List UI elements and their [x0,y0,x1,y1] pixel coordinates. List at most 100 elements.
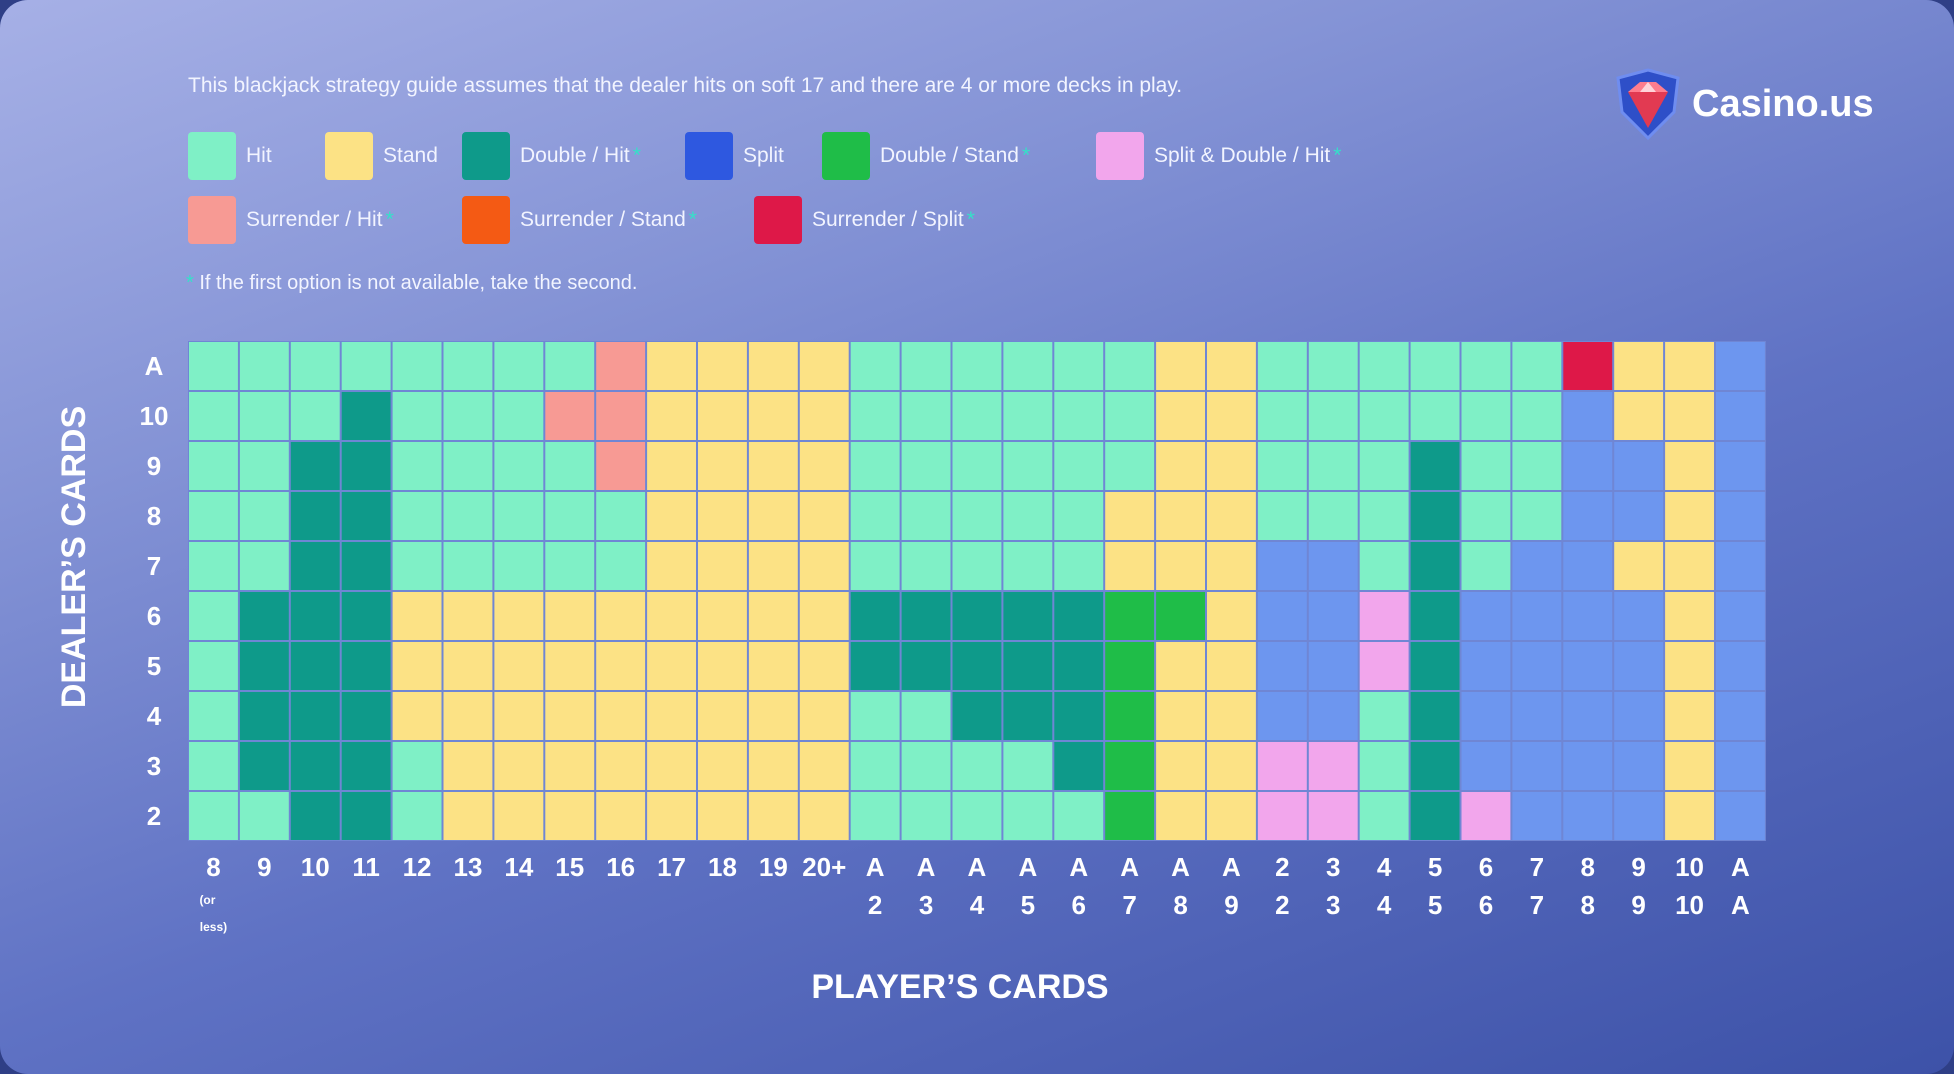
heatmap-cell [1105,342,1155,390]
heatmap-cell [239,442,289,490]
x-tick-label: A [1120,852,1139,882]
heatmap-cell [1410,592,1460,640]
heatmap-cell [189,392,238,440]
x-tick-label: 6 [1072,890,1086,920]
heatmap-cell [1512,642,1562,690]
heatmap-cell [392,492,442,540]
heatmap-cell [1054,692,1104,740]
heatmap-cell [494,742,544,790]
heatmap-cell [1563,792,1613,840]
heatmap-cell [1614,392,1664,440]
heatmap-cell [1207,742,1256,790]
legend-label-split-double-hit: Split & Double / Hit * [1154,144,1342,167]
heatmap-cell [239,692,289,740]
heatmap-cell [1665,592,1714,640]
heatmap-cell [952,392,1002,440]
heatmap-cell [1207,592,1256,640]
heatmap-cell [545,642,595,690]
heatmap-cell [850,392,900,440]
heatmap-cell [239,492,289,540]
heatmap-cell [1308,542,1358,590]
heatmap-cell [189,442,238,490]
heatmap-cell [596,592,646,640]
heatmap-cell [748,442,798,490]
heatmap-cell [850,692,900,740]
legend-item-split-double-hit: Split & Double / Hit * [1096,131,1341,181]
heatmap-cell [1461,542,1511,590]
heatmap-cell [1563,492,1613,540]
x-tick-label: 2 [868,890,882,920]
heatmap-cell [1003,792,1053,840]
heatmap-cell [1410,342,1460,390]
heatmap-cell [1308,492,1358,540]
heatmap-cell [850,592,900,640]
legend-item-hit: Hit [188,131,272,181]
heatmap-cell [1512,742,1562,790]
heatmap-cell [1207,442,1256,490]
legend-swatch-split [685,132,733,180]
heatmap-cell [647,792,696,840]
x-tick-label: 4 [1377,890,1392,920]
heatmap-cell [647,692,696,740]
x-tick-label: A [1731,890,1750,920]
x-tick-label: 4 [1377,852,1392,882]
heatmap-cell [392,392,442,440]
x-tick-label: 10 [1675,852,1704,882]
heatmap-cell [1207,542,1256,590]
heatmap-cell [1359,342,1409,390]
x-tick-label: 9 [1631,890,1645,920]
x-tick-label: 8 [206,852,220,882]
heatmap-cell [901,692,951,740]
legend-item-surrender-stand: Surrender / Stand * [462,195,697,245]
heatmap-cell [494,492,544,540]
x-tick-label: 11 [352,852,380,882]
heatmap-cell [341,692,391,740]
heatmap-cell [748,742,798,790]
heatmap-cell [698,742,747,790]
heatmap-cell [1359,492,1409,540]
heatmap-cell [1003,392,1053,440]
legend-label-surrender-hit: Surrender / Hit * [246,208,394,231]
heatmap-cell [1716,742,1765,790]
x-tick-label: 3 [919,890,933,920]
heatmap-cell [1257,392,1307,440]
x-tick-label: A [1731,852,1750,882]
heatmap-cell [239,792,289,840]
heatmap-cell [1359,442,1409,490]
x-tick-label: 17 [657,852,686,882]
x-tick-label: 7 [1122,890,1136,920]
x-tick-label: 2 [1275,852,1289,882]
heatmap-cell [1461,392,1511,440]
x-tick-label: 20+ [802,852,846,882]
x-tick-label: 6 [1479,852,1493,882]
heatmap-cell [596,742,646,790]
heatmap-cell [1207,342,1256,390]
heatmap-cell [494,592,544,640]
legend-label-double-stand: Double / Stand * [880,144,1031,167]
brand-logo[interactable]: Casino.us [1610,68,1874,140]
heatmap-cell [1257,692,1307,740]
heatmap-cell [1156,492,1205,540]
heatmap-cell [1156,692,1205,740]
y-tick-label: A [145,351,164,381]
y-tick-label: 5 [147,651,161,681]
heatmap-cell [545,442,595,490]
heatmap-cell [392,792,442,840]
legend-swatch-hit [188,132,236,180]
heatmap-cell [443,742,493,790]
heatmap-cell [952,542,1002,590]
heatmap-cell [1716,692,1765,740]
heatmap-cell [901,492,951,540]
heatmap-cell [392,542,442,590]
heatmap-cell [1257,542,1307,590]
heatmap-cell [1003,492,1053,540]
heatmap-cell [1308,592,1358,640]
heatmap-cell [1003,342,1053,390]
heatmap-cell [1054,492,1104,540]
x-tick-label: 10 [1675,890,1704,920]
x-tick-sublabel: less) [200,920,227,934]
heatmap-cell [748,392,798,440]
heatmap-cell [189,642,238,690]
heatmap-cell [1207,692,1256,740]
heatmap-cell [1461,792,1511,840]
